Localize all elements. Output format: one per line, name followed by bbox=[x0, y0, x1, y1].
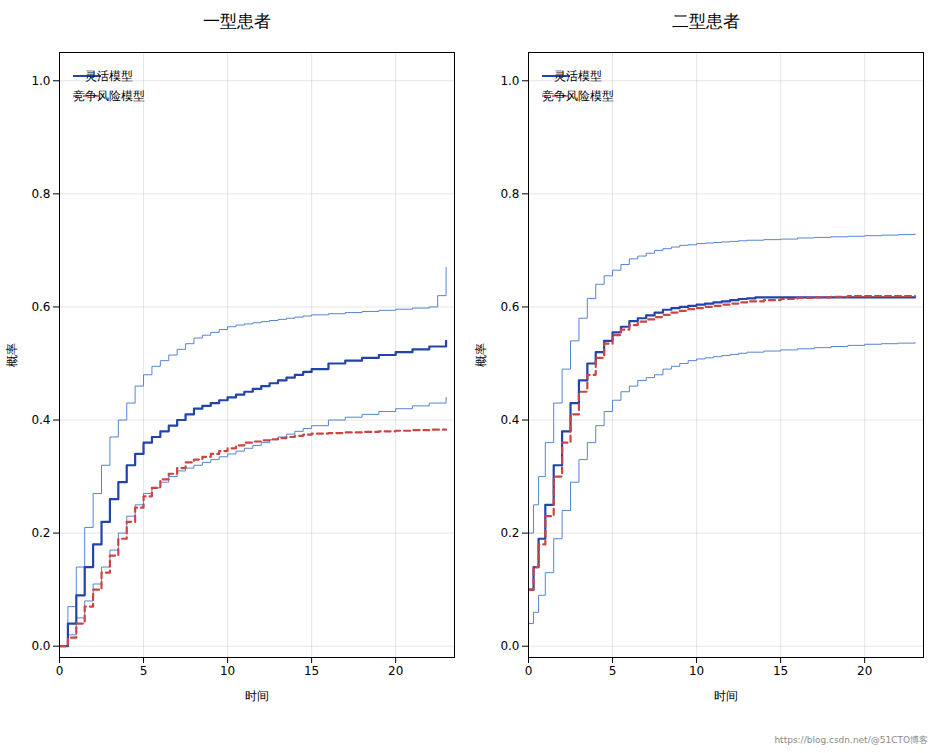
svg-text:1.0: 1.0 bbox=[31, 74, 50, 88]
svg-text:0.8: 0.8 bbox=[500, 187, 519, 201]
svg-text:15: 15 bbox=[304, 664, 319, 678]
svg-text:0.6: 0.6 bbox=[500, 300, 519, 314]
svg-text:概率: 概率 bbox=[474, 343, 488, 367]
svg-text:灵活模型: 灵活模型 bbox=[554, 69, 602, 83]
svg-text:0.0: 0.0 bbox=[31, 639, 50, 653]
svg-text:0: 0 bbox=[56, 664, 64, 678]
svg-text:灵活模型: 灵活模型 bbox=[85, 69, 133, 83]
svg-text:15: 15 bbox=[773, 664, 788, 678]
svg-text:0.4: 0.4 bbox=[31, 413, 50, 427]
svg-text:1.0: 1.0 bbox=[500, 74, 519, 88]
svg-text:5: 5 bbox=[609, 664, 617, 678]
svg-text:时间: 时间 bbox=[245, 689, 269, 703]
svg-text:0.2: 0.2 bbox=[31, 526, 50, 540]
svg-text:0.2: 0.2 bbox=[500, 526, 519, 540]
svg-text:0: 0 bbox=[525, 664, 533, 678]
svg-text:概率: 概率 bbox=[5, 343, 19, 367]
svg-text:时间: 时间 bbox=[714, 689, 738, 703]
svg-text:竞争风险模型: 竞争风险模型 bbox=[542, 89, 614, 103]
svg-text:20: 20 bbox=[388, 664, 403, 678]
html-text:一型患者: 一型患者 bbox=[202, 11, 271, 31]
svg-text:0.0: 0.0 bbox=[500, 639, 519, 653]
svg-text:竞争风险模型: 竞争风险模型 bbox=[73, 89, 145, 103]
svg-text:10: 10 bbox=[220, 664, 235, 678]
html-text:https://blog.csdn.net/@51CTO博客: https://blog.csdn.net/@51CTO博客 bbox=[774, 735, 928, 745]
svg-text:0.8: 0.8 bbox=[31, 187, 50, 201]
svg-text:0.4: 0.4 bbox=[500, 413, 519, 427]
svg-text:20: 20 bbox=[857, 664, 872, 678]
svg-text:10: 10 bbox=[689, 664, 704, 678]
html-text:二型患者: 二型患者 bbox=[671, 11, 740, 31]
svg-text:0.6: 0.6 bbox=[31, 300, 50, 314]
svg-text:5: 5 bbox=[140, 664, 148, 678]
